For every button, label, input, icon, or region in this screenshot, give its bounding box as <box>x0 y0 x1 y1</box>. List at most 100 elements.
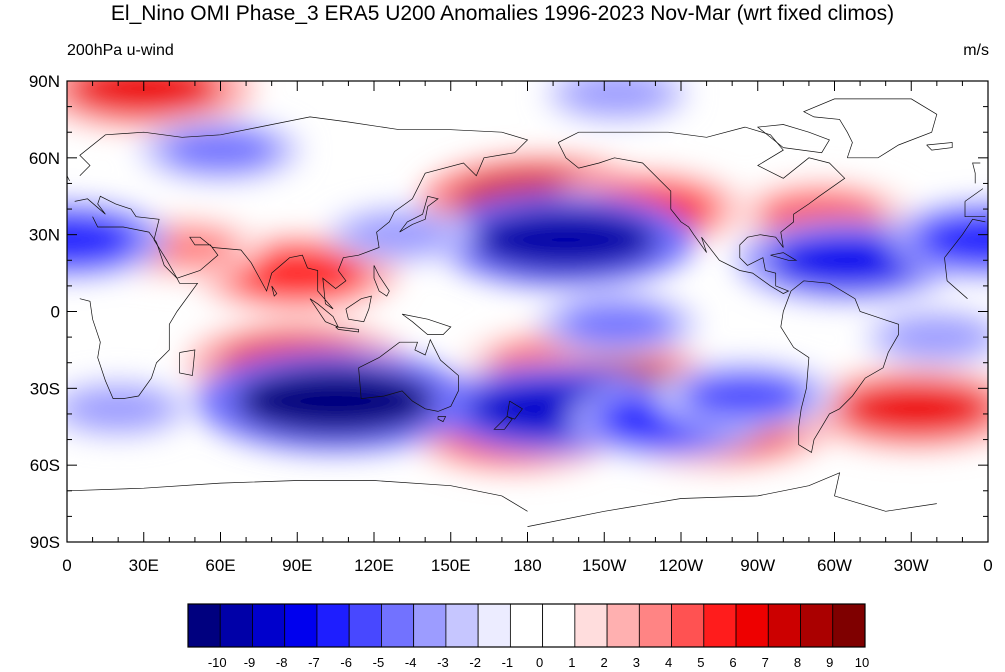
colorbar-swatch <box>703 603 737 648</box>
anomaly-center <box>885 318 988 356</box>
anomaly-center <box>162 129 279 171</box>
colorbar-swatch <box>187 603 221 648</box>
coastline <box>399 195 439 233</box>
coastline <box>345 295 372 323</box>
colorbar-tick-label: -1 <box>502 655 514 670</box>
anomaly-field <box>67 81 988 473</box>
lat-tick-label: 0 <box>51 303 60 322</box>
coastline <box>373 265 390 297</box>
coastline <box>335 326 359 333</box>
latitude-labels: 90N 60N 30N 0 30S 60S 90S <box>29 72 60 552</box>
colorbar-swatch <box>671 603 705 648</box>
anomaly-center <box>768 232 927 288</box>
colorbar-swatch <box>574 603 608 648</box>
colorbar-swatch <box>542 603 576 648</box>
anomaly-center <box>67 390 170 428</box>
colorbar-tick-label: -2 <box>469 655 481 670</box>
colorbar-swatch <box>477 603 511 648</box>
coastline <box>972 162 981 184</box>
lon-tick-label: 60W <box>817 556 852 575</box>
lon-tick-label: 60E <box>205 556 235 575</box>
anomaly-center <box>916 214 988 265</box>
anomaly-center <box>225 247 370 299</box>
colorbar-swatch <box>832 603 866 648</box>
colorbar <box>187 603 866 648</box>
coastline <box>944 257 968 299</box>
colorbar-swatch <box>800 603 834 648</box>
colorbar-tick-label: -5 <box>373 655 385 670</box>
anomaly-center <box>559 303 676 346</box>
lat-tick-label: 90N <box>29 72 60 91</box>
lon-tick-label: 180 <box>513 556 541 575</box>
colorbar-tick-label: 0 <box>536 655 543 670</box>
lon-tick-label: 90W <box>740 556 775 575</box>
anomaly-center <box>348 216 451 254</box>
colorbar-swatch <box>606 603 640 648</box>
colorbar-labels: -10 -9 -8 -7 -6 -5 -4 -3 -2 -1 0 1 2 3 4 5 6 7 8 9 10 <box>208 655 869 670</box>
colorbar-swatch <box>284 603 318 648</box>
lon-tick-label: 120E <box>354 556 394 575</box>
anomaly-center <box>566 81 669 113</box>
coastline <box>358 338 459 412</box>
colorbar-tick-label: -9 <box>244 655 256 670</box>
coastline <box>557 126 846 294</box>
lon-tick-label: 30W <box>894 556 929 575</box>
lon-tick-label: 30E <box>129 556 159 575</box>
colorbar-tick-label: 4 <box>665 655 672 670</box>
coastline <box>527 472 937 527</box>
lon-tick-label: 150W <box>582 556 626 575</box>
colorbar-tick-label: -7 <box>308 655 320 670</box>
coastline <box>802 98 938 159</box>
coastlines <box>67 98 986 527</box>
coastline <box>493 416 513 430</box>
coastline <box>271 285 278 297</box>
coastline <box>780 280 899 453</box>
colorbar-tick-label: -10 <box>208 655 227 670</box>
anomaly-center <box>472 207 659 272</box>
colorbar-tick-label: 3 <box>633 655 640 670</box>
anomaly-center <box>67 81 223 117</box>
coastline <box>506 400 523 420</box>
colorbar-tick-label: 8 <box>794 655 801 670</box>
coastline <box>964 201 986 218</box>
coastline <box>770 252 798 261</box>
colorbar-tick-label: 5 <box>697 655 704 670</box>
lat-tick-label: 30S <box>30 379 60 398</box>
colorbar-swatch <box>348 603 382 648</box>
colorbar-swatch <box>509 603 544 648</box>
coastline <box>926 142 953 151</box>
lat-tick-label: 90S <box>30 533 60 552</box>
lat-tick-label: 60S <box>30 456 60 475</box>
coastline <box>756 124 830 154</box>
coastline <box>67 480 528 512</box>
variable-label: 200hPa u-wind <box>67 42 174 59</box>
colorbar-tick-label: -4 <box>405 655 417 670</box>
axis-ticks <box>66 80 989 543</box>
colorbar-frame <box>187 603 866 648</box>
colorbar-swatch <box>381 603 415 648</box>
colorbar-tick-label: -3 <box>437 655 449 670</box>
anomaly-center <box>837 381 988 437</box>
lon-tick-label: 0 <box>983 556 992 575</box>
anomaly-center <box>679 373 810 420</box>
colorbar-tick-label: 6 <box>729 655 736 670</box>
longitude-labels: 0 30E 60E 90E 120E 150E 180 150W 120W 90W 60W 30W 0 <box>62 556 992 575</box>
colorbar-tick-label: -8 <box>276 655 288 670</box>
colorbar-swatch <box>252 603 286 648</box>
colorbar-swatch <box>445 603 479 648</box>
colorbar-swatch <box>767 603 801 648</box>
anomaly-center <box>235 367 436 436</box>
coastline <box>964 188 984 202</box>
coastline <box>179 349 196 376</box>
lon-tick-label: 150E <box>431 556 471 575</box>
colorbar-swatch <box>638 603 672 648</box>
units-label: m/s <box>963 42 989 59</box>
colorbar-swatch <box>735 603 769 648</box>
colorbar-swatch <box>219 603 253 648</box>
colorbar-tick-label: 7 <box>762 655 769 670</box>
lon-tick-label: 90E <box>282 556 312 575</box>
coastline <box>309 298 339 328</box>
colorbar-swatch <box>413 603 447 648</box>
colorbar-tick-label: 9 <box>826 655 833 670</box>
colorbar-tick-label: 2 <box>600 655 607 670</box>
